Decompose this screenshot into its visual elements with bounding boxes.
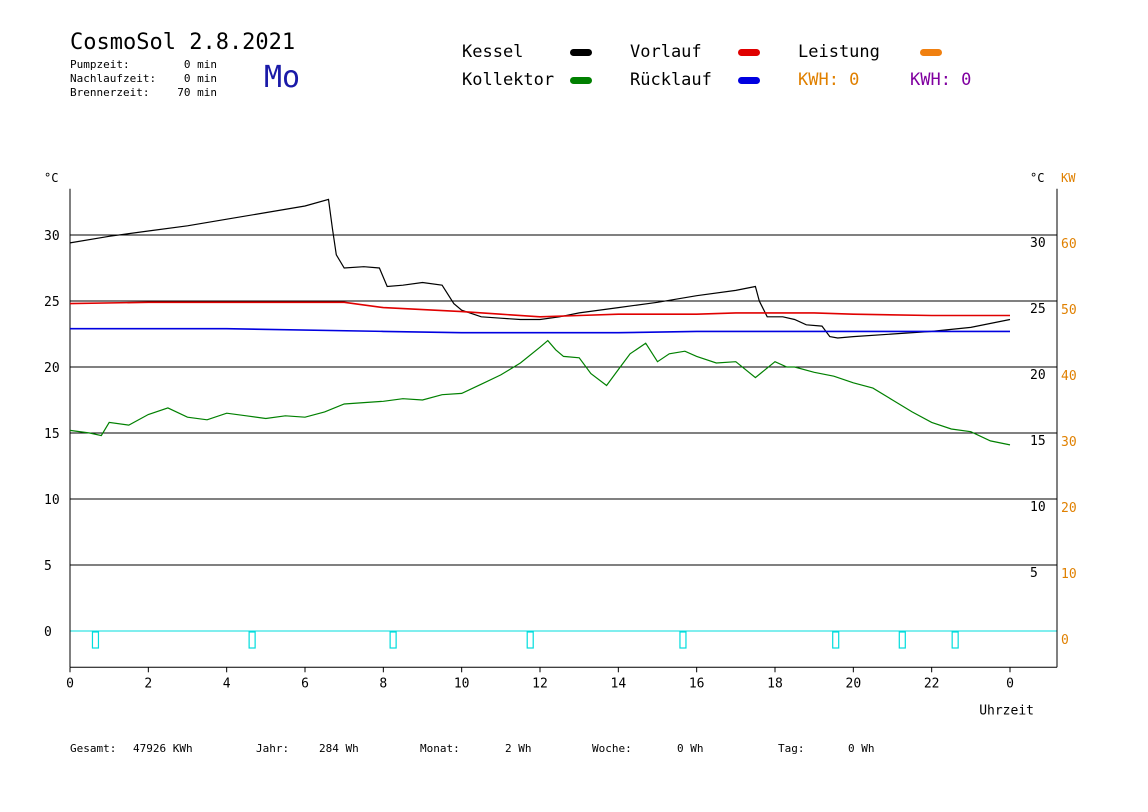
x-tick-label: 8 — [379, 676, 387, 691]
footer-woche-label: Woche: — [592, 742, 632, 755]
footer-woche-value: 0 Wh — [677, 742, 704, 755]
kwh-purple-label: KWH: 0 — [910, 70, 972, 90]
footer-monat-label: Monat: — [420, 742, 460, 755]
stat-value-brennerzeit: 70 min — [177, 86, 217, 99]
weekday-label: Mo — [264, 60, 301, 95]
x-tick-label: 10 — [454, 676, 470, 691]
y-unit-left: °C — [44, 171, 58, 185]
x-tick-label: 18 — [767, 676, 783, 691]
y-tick-label-left: 25 — [44, 295, 60, 310]
stat-value-pumpzeit: 0 min — [183, 58, 217, 71]
y-tick-label-kw: 50 — [1061, 303, 1077, 318]
footer-tag-value: 0 Wh — [848, 742, 875, 755]
series-line-ruecklauf — [70, 327, 1010, 334]
y-tick-label-kw: 40 — [1061, 369, 1077, 384]
pump-marker — [526, 631, 534, 649]
legend-label-ruecklauf: Rücklauf — [630, 70, 712, 90]
y-tick-label-left: 20 — [44, 361, 60, 376]
footer-tag-label: Tag: — [778, 742, 805, 755]
x-tick-label: 12 — [532, 676, 548, 691]
pump-marker — [389, 631, 397, 649]
legend-label-kessel: Kessel — [462, 42, 524, 62]
legend-swatch-vorlauf — [738, 49, 760, 56]
x-axis-label: Uhrzeit — [979, 703, 1034, 718]
footer-gesamt-value: 47926 KWh — [133, 742, 193, 755]
footer-jahr-value: 284 Wh — [319, 742, 359, 755]
legend-label-kollektor: Kollektor — [462, 70, 555, 90]
pump-marker — [832, 631, 840, 649]
footer-jahr-label: Jahr: — [256, 742, 290, 755]
y-tick-label-right: 25 — [1030, 302, 1046, 317]
y-tick-label-kw: 10 — [1061, 567, 1077, 582]
series-line-kollektor — [69, 339, 1011, 446]
y-tick-label-kw: 20 — [1061, 501, 1077, 516]
footer-monat-value: 2 Wh — [505, 742, 532, 755]
legend-swatch-kollektor — [570, 77, 592, 84]
kwh-orange-label: KWH: 0 — [798, 70, 860, 90]
y-unit-right: °C — [1030, 171, 1044, 185]
legend-swatch-kessel — [570, 49, 592, 56]
x-tick-label: 6 — [301, 676, 309, 691]
y-tick-label-left: 5 — [44, 559, 52, 574]
app-title: CosmoSol 2.8.2021 — [70, 30, 296, 55]
series-line-kessel — [69, 198, 1011, 339]
x-tick-label: 0 — [66, 676, 74, 691]
stat-label-nachlaufzeit: Nachlaufzeit: — [70, 72, 157, 85]
x-tick-label: 22 — [924, 676, 940, 691]
pump-marker — [248, 631, 256, 649]
x-tick-label: 2 — [144, 676, 152, 691]
y-tick-label-kw: 30 — [1061, 435, 1077, 450]
stat-value-nachlaufzeit: 0 min — [183, 72, 217, 85]
pump-marker — [898, 631, 906, 649]
x-tick-label: 4 — [223, 676, 231, 691]
legend-swatch-leistung — [920, 49, 942, 56]
y-tick-label-right: 10 — [1030, 500, 1046, 515]
x-tick-label: 14 — [611, 676, 627, 691]
y-tick-label-left: 15 — [44, 427, 60, 442]
x-tick-label: 20 — [846, 676, 862, 691]
stat-label-pumpzeit: Pumpzeit: — [70, 58, 130, 71]
y-unit-kw: KW — [1061, 171, 1076, 185]
footer-gesamt-label: Gesamt: — [70, 742, 117, 755]
y-tick-label-right: 20 — [1030, 368, 1046, 383]
pump-marker — [951, 631, 959, 649]
legend-label-leistung: Leistung — [798, 42, 880, 62]
y-tick-label-left: 10 — [44, 493, 60, 508]
y-tick-label-kw: 60 — [1061, 237, 1077, 252]
stat-label-brennerzeit: Brennerzeit: — [70, 86, 150, 99]
x-tick-label: 16 — [689, 676, 705, 691]
y-tick-label-left: 0 — [44, 625, 52, 640]
y-tick-label-right: 15 — [1030, 434, 1046, 449]
pump-marker — [679, 631, 687, 649]
legend-label-vorlauf: Vorlauf — [630, 42, 702, 62]
legend-swatch-ruecklauf — [738, 77, 760, 84]
x-tick-label: 0 — [1006, 676, 1014, 691]
y-tick-label-kw: 0 — [1061, 633, 1069, 648]
pump-marker — [91, 631, 100, 649]
y-tick-label-left: 30 — [44, 229, 60, 244]
y-tick-label-right: 5 — [1030, 566, 1038, 581]
y-tick-label-right: 30 — [1030, 236, 1046, 251]
series-line-vorlauf — [69, 301, 1010, 318]
